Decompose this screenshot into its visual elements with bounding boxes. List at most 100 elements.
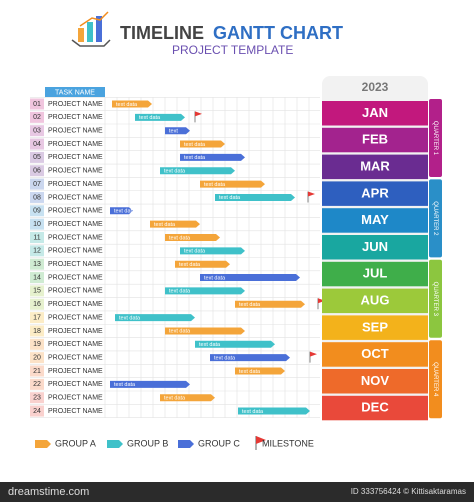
month-bar <box>322 154 428 180</box>
row-number: 05 <box>33 154 41 161</box>
quarter-tab <box>429 340 442 419</box>
row-number: 03 <box>33 128 41 135</box>
month-bar <box>322 181 428 206</box>
task-bar <box>165 327 245 335</box>
task-name: PROJECT NAME <box>48 248 103 255</box>
row-number: 18 <box>33 328 41 335</box>
row-number: 19 <box>33 341 41 348</box>
row-number: 24 <box>33 408 41 415</box>
row-number: 22 <box>33 381 41 388</box>
subtitle: PROJECT TEMPLATE <box>172 43 293 57</box>
quarter-label: QUARTER 4 <box>432 362 438 397</box>
milestone-flag <box>318 298 325 304</box>
task-name: PROJECT NAME <box>48 221 103 228</box>
quarter-label: QUARTER 1 <box>432 121 438 156</box>
bar-label: text data <box>219 195 241 201</box>
row-number-bg <box>30 338 44 350</box>
task-header: TASK NAME <box>55 89 95 96</box>
month-label: FEB <box>362 132 388 147</box>
row-number-bg <box>30 258 44 270</box>
row-number: 12 <box>33 248 41 255</box>
month-bar <box>322 288 428 314</box>
row-number-bg <box>30 125 44 137</box>
task-name: PROJECT NAME <box>48 208 103 215</box>
month-bar <box>322 369 428 394</box>
task-bar <box>115 314 195 322</box>
watermark-id: ID 333756424 © Kittisaktaramas <box>351 487 466 496</box>
task-bar <box>235 300 305 308</box>
row-number: 09 <box>33 208 41 215</box>
row-number-bg <box>30 378 44 390</box>
task-bar <box>180 140 225 148</box>
bar-label: text data <box>204 182 226 188</box>
task-name: PROJECT NAME <box>48 154 103 161</box>
bar-label: text data <box>239 302 261 308</box>
row-number: 14 <box>33 274 41 281</box>
task-bar <box>200 274 300 282</box>
row-number: 21 <box>33 368 41 375</box>
row-number-bg <box>30 111 44 123</box>
row-number-bg <box>30 298 44 310</box>
bar-label: text data <box>184 249 206 255</box>
month-bar <box>322 342 428 367</box>
month-bar <box>322 395 428 421</box>
year: 2023 <box>362 80 389 94</box>
quarter-tab <box>429 179 442 258</box>
legend-swatch <box>107 440 123 448</box>
task-bar <box>160 167 235 175</box>
bar-label: text data <box>184 155 206 161</box>
task-bar <box>195 340 275 348</box>
month-label: JUN <box>362 239 388 254</box>
row-number-bg <box>30 365 44 377</box>
month-bar <box>322 208 428 233</box>
task-name: PROJECT NAME <box>48 395 103 402</box>
month-label: APR <box>361 185 389 200</box>
task-name: PROJECT NAME <box>48 234 103 241</box>
month-bar <box>322 101 428 126</box>
title-a: TIMELINE <box>120 23 204 43</box>
month-bar <box>322 261 428 287</box>
task-name: PROJECT NAME <box>48 274 103 281</box>
row-number-bg <box>30 218 44 230</box>
task-bar <box>112 100 152 108</box>
month-bar <box>322 235 428 260</box>
bar-label: text data <box>169 289 191 295</box>
row-number: 15 <box>33 288 41 295</box>
row-number: 23 <box>33 395 41 402</box>
task-name: PROJECT NAME <box>48 288 103 295</box>
row-number-bg <box>30 285 44 297</box>
row-number-bg <box>30 352 44 364</box>
bar-label: text data <box>242 409 264 415</box>
task-name: PROJECT NAME <box>48 141 103 148</box>
watermark-bar <box>0 482 474 502</box>
task-bar <box>165 287 245 295</box>
watermark-site: dreamstime.com <box>8 486 89 498</box>
row-number-bg <box>30 98 44 110</box>
legend-label: GROUP A <box>55 438 96 448</box>
month-label: MAY <box>361 212 389 227</box>
row-number-bg <box>30 245 44 257</box>
month-label: DEC <box>361 400 389 415</box>
bar-label: text data <box>239 369 261 375</box>
milestone-flag <box>195 111 202 117</box>
bar-label: text data <box>204 275 226 281</box>
task-name: PROJECT NAME <box>48 194 103 201</box>
month-label: SEP <box>362 319 388 334</box>
task-bar <box>238 407 310 415</box>
task-bar <box>210 354 290 362</box>
row-number: 07 <box>33 181 41 188</box>
task-name: PROJECT NAME <box>48 368 103 375</box>
legend-label: GROUP B <box>127 438 168 448</box>
row-number: 17 <box>33 314 41 321</box>
row-number-bg <box>30 178 44 190</box>
month-label: JUL <box>363 266 388 281</box>
bar-label: text data <box>199 342 221 348</box>
legend-label: GROUP C <box>198 438 240 448</box>
task-name: PROJECT NAME <box>48 314 103 321</box>
bar-label: text data <box>214 355 236 361</box>
bar-label: text data <box>184 142 206 148</box>
bar-label: text data <box>119 315 141 321</box>
task-name: PROJECT NAME <box>48 168 103 175</box>
task-bar <box>180 247 245 255</box>
